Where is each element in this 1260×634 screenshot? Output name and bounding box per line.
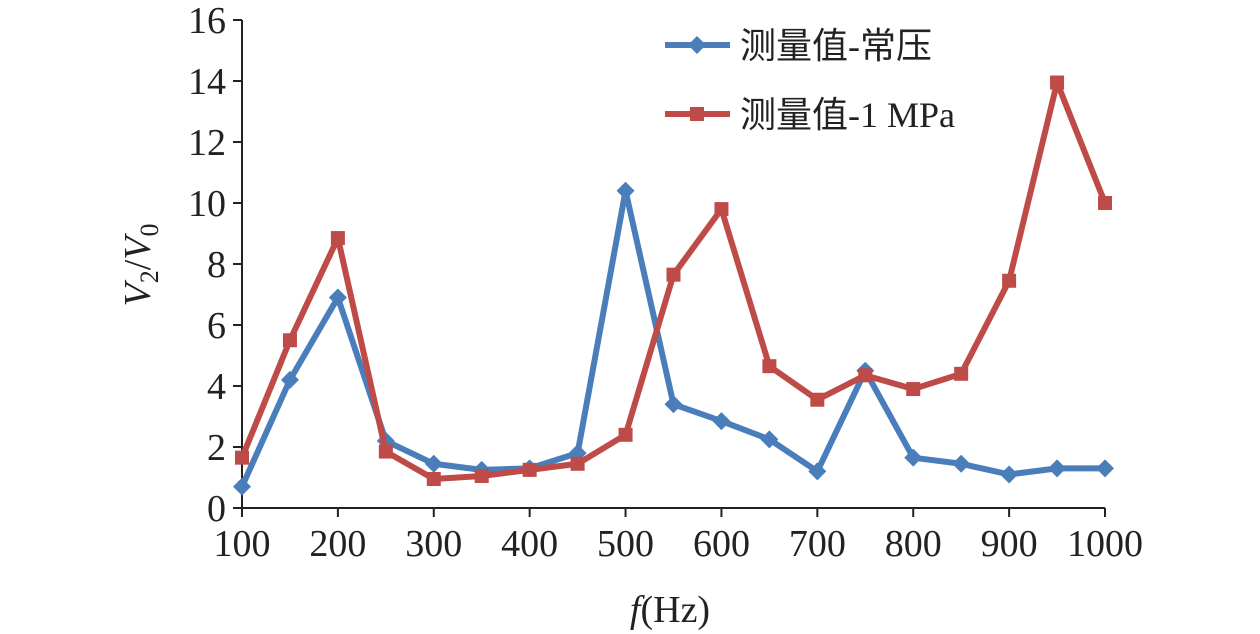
y-tick-label: 4 <box>207 366 226 408</box>
y-tick-label: 12 <box>188 122 226 164</box>
y-axis-title-v2: V <box>117 280 159 307</box>
data-point <box>1002 273 1017 288</box>
data-point <box>858 368 873 383</box>
data-point <box>570 456 585 471</box>
y-ticks: 0 2 4 6 8 10 12 14 16 <box>188 0 242 530</box>
data-point <box>810 392 825 407</box>
data-point <box>1050 75 1065 90</box>
legend-item-0: 测量值-常压 <box>665 26 932 66</box>
data-point <box>762 359 777 374</box>
x-tick-label: 700 <box>789 523 846 565</box>
x-tick-label: 300 <box>405 523 462 565</box>
x-ticks: 100 200 300 400 500 600 700 800 900 1000 <box>214 508 1143 565</box>
data-point <box>1000 465 1019 484</box>
data-point <box>712 412 731 431</box>
data-point <box>282 333 297 348</box>
y-tick-label: 10 <box>188 183 226 225</box>
axes <box>241 20 1105 509</box>
series-line <box>239 187 1105 488</box>
x-tick-label: 800 <box>885 523 942 565</box>
data-point <box>378 444 393 459</box>
data-point <box>952 454 971 473</box>
y-axis-title-sub0: 0 <box>135 224 164 237</box>
data-point <box>280 370 299 389</box>
data-point <box>666 267 681 282</box>
data-point <box>424 454 443 473</box>
y-tick-label: 14 <box>188 61 226 103</box>
legend-marker <box>690 107 704 121</box>
data-point <box>1098 196 1112 210</box>
x-tick-label: 100 <box>214 523 271 565</box>
data-point <box>714 202 729 217</box>
data-point <box>474 468 489 483</box>
data-point <box>618 427 633 442</box>
y-axis-title-sub2: 2 <box>135 270 164 283</box>
data-point <box>522 462 537 477</box>
series-1 <box>235 75 1112 487</box>
data-point <box>1096 459 1114 478</box>
data-point <box>954 366 969 381</box>
y-tick-label: 0 <box>207 488 226 530</box>
x-axis-title: f(Hz) <box>630 589 710 631</box>
data-point <box>760 430 779 449</box>
data-point <box>906 382 921 397</box>
x-tick-label: 500 <box>597 523 654 565</box>
x-axis-title-unit: (Hz) <box>640 589 710 631</box>
data-point <box>1048 459 1067 478</box>
y-tick-label: 16 <box>188 0 226 42</box>
x-tick-label: 200 <box>309 523 366 565</box>
data-point <box>426 472 441 487</box>
legend-item-1: 测量值-1 MPa <box>665 95 955 135</box>
data-point <box>235 450 249 465</box>
data-point <box>233 477 251 496</box>
y-tick-label: 2 <box>207 427 226 469</box>
legend-label: 测量值-1 MPa <box>740 95 955 135</box>
series-layer <box>233 75 1114 496</box>
legend-marker <box>688 36 706 54</box>
legend-label: 测量值-常压 <box>740 26 932 66</box>
x-tick-label: 400 <box>501 523 558 565</box>
y-axis-title-v0: V <box>117 233 159 260</box>
data-point <box>328 288 347 307</box>
data-point <box>808 462 827 481</box>
y-axis-title: V2/V0 <box>117 224 164 307</box>
data-point <box>664 395 683 414</box>
y-tick-label: 6 <box>207 305 226 347</box>
y-axis-title-slash: / <box>117 259 159 270</box>
x-tick-label: 1000 <box>1067 523 1143 565</box>
x-tick-label: 600 <box>693 523 750 565</box>
data-point <box>904 448 923 467</box>
data-point <box>616 181 635 200</box>
x-tick-label: 900 <box>981 523 1038 565</box>
y-tick-label: 8 <box>207 244 226 286</box>
data-point <box>330 231 345 246</box>
